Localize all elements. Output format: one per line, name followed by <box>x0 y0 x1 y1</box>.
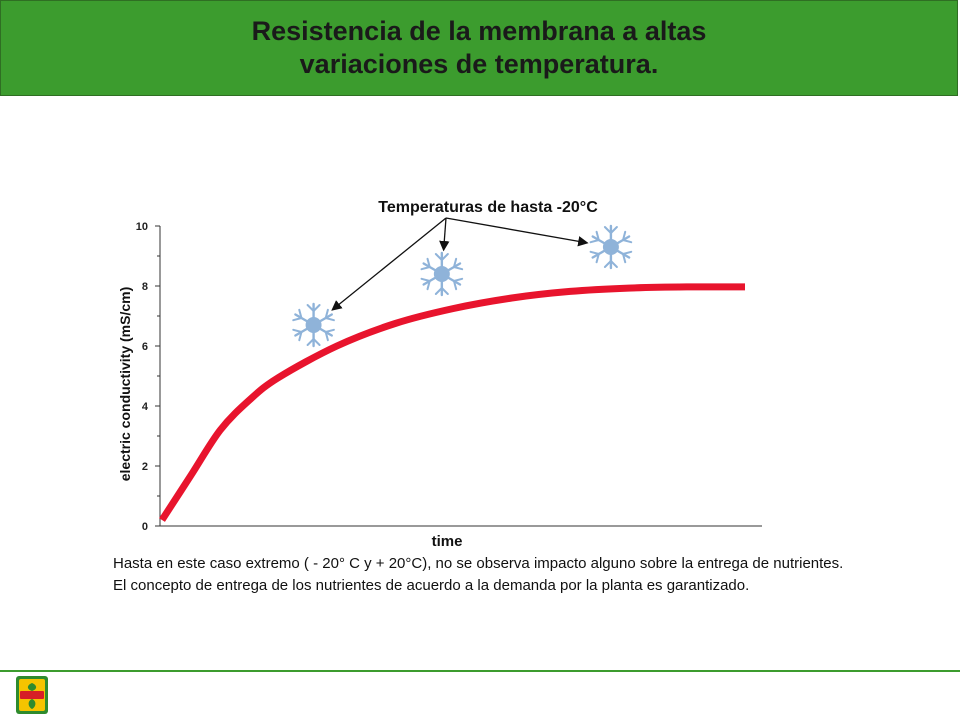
annotation-arrow <box>445 217 589 247</box>
y-tick-label: 4 <box>142 401 149 413</box>
y-tick-label: 10 <box>136 221 148 233</box>
page-title-line-1: Resistencia de la membrana a altas <box>251 16 707 46</box>
x-axis-title: time <box>432 533 463 550</box>
annotation-arrow <box>439 217 450 252</box>
snowflake-icon <box>420 251 464 297</box>
annotation-arrow <box>331 217 447 311</box>
y-tick-label: 6 <box>142 341 148 353</box>
description-text: Hasta en este caso extremo ( - 20° C y +… <box>113 553 853 597</box>
y-tick-label: 0 <box>142 521 148 533</box>
compo-logo <box>16 676 48 714</box>
y-tick-label: 2 <box>142 461 148 473</box>
y-tick-label: 8 <box>142 281 148 293</box>
y-axis-title: electric conductivity (mS/cm) <box>117 287 133 482</box>
title-banner: Resistencia de la membrana a altas varia… <box>0 0 958 96</box>
footer-divider <box>0 670 960 672</box>
annotation-label: Temperaturas de hasta -20°C <box>378 199 598 216</box>
description-paragraph-1: Hasta en este caso extremo ( - 20° C y +… <box>113 555 844 572</box>
page-title-line-2: variaciones de temperatura. <box>299 49 659 79</box>
snowflake-icon <box>589 224 633 270</box>
series-line <box>159 283 746 522</box>
description-paragraph-2: El concepto de entrega de los nutrientes… <box>113 577 750 594</box>
snowflake-icon <box>292 302 335 348</box>
